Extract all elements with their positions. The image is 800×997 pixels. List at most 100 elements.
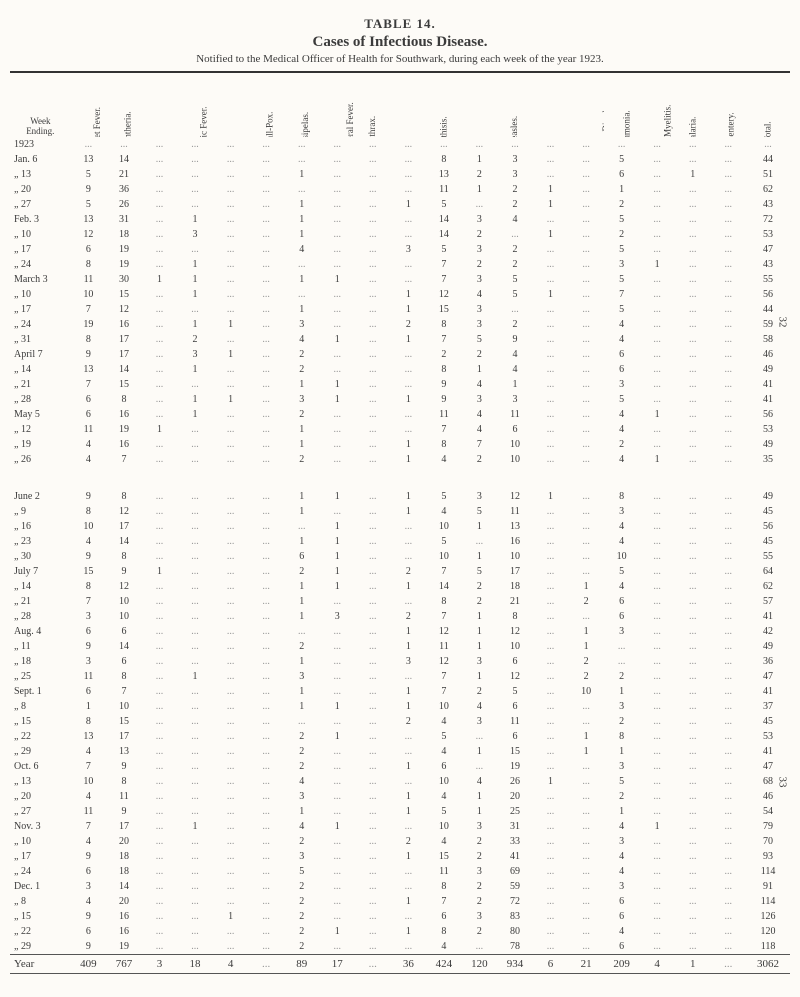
data-cell: ... (177, 909, 213, 924)
data-cell: 54 (746, 804, 790, 819)
col-header: Ophthalmia Neonatorum. (391, 77, 427, 137)
year-cell: 3062 (746, 955, 790, 974)
data-cell: ... (462, 534, 498, 549)
data-cell: ... (391, 152, 427, 167)
data-cell: 1 (462, 609, 498, 624)
table-row: „ 29413............2.........4115...11..… (10, 744, 790, 759)
data-cell: ... (177, 167, 213, 182)
year-cell: 6 (533, 955, 569, 974)
data-cell: 11 (426, 182, 462, 197)
data-cell: 1 (391, 332, 427, 347)
data-cell: ... (568, 152, 604, 167)
data-cell: ... (319, 422, 355, 437)
data-cell: 49 (746, 362, 790, 377)
data-cell: 18 (497, 579, 533, 594)
data-cell: ... (639, 302, 675, 317)
data-cell: ... (142, 317, 178, 332)
data-cell: ... (248, 729, 284, 744)
data-cell: ... (710, 137, 746, 152)
data-cell: ... (142, 407, 178, 422)
table-head: Week Ending. Scarlet Fever.Diphtheria.Me… (10, 77, 790, 137)
data-cell: 2 (284, 909, 320, 924)
data-cell: 53 (746, 729, 790, 744)
col-header: Polio-Myelitis. (639, 77, 675, 137)
data-cell: ... (675, 272, 711, 287)
data-cell: ... (639, 804, 675, 819)
data-cell: 1 (213, 909, 249, 924)
week-cell: Aug. 4 (10, 624, 71, 639)
data-cell: ... (533, 377, 569, 392)
data-cell: ... (355, 909, 391, 924)
data-cell: 1 (391, 639, 427, 654)
data-cell: 7 (426, 684, 462, 699)
data-cell: 5 (71, 197, 107, 212)
data-cell: ... (568, 819, 604, 834)
data-cell: 56 (746, 519, 790, 534)
data-cell: 15 (426, 302, 462, 317)
week-cell: „ 21 (10, 594, 71, 609)
data-cell: ... (568, 789, 604, 804)
data-cell: ... (675, 519, 711, 534)
data-cell: ... (391, 909, 427, 924)
data-cell: ... (248, 639, 284, 654)
data-cell: ... (391, 744, 427, 759)
data-cell: ... (533, 212, 569, 227)
lower-body: June 298............11...153121...8.....… (10, 489, 790, 955)
data-cell: ... (142, 534, 178, 549)
table-row: „ 2868...11...31...1933......5.........4… (10, 392, 790, 407)
data-cell: 1 (391, 287, 427, 302)
data-cell: 59 (497, 879, 533, 894)
data-cell: 11 (71, 669, 107, 684)
data-cell: ... (639, 287, 675, 302)
data-cell: ... (533, 789, 569, 804)
data-cell: ... (284, 624, 320, 639)
data-cell: 2 (604, 714, 640, 729)
year-cell: 36 (391, 955, 427, 974)
data-cell: ... (533, 362, 569, 377)
data-cell: ... (710, 729, 746, 744)
data-cell: ... (248, 789, 284, 804)
data-cell: 14 (106, 152, 142, 167)
data-cell: 1 (319, 579, 355, 594)
data-cell: ... (533, 452, 569, 467)
data-cell: 1 (177, 257, 213, 272)
data-cell: ... (355, 819, 391, 834)
data-cell: 3 (284, 669, 320, 684)
data-cell: 8 (497, 609, 533, 624)
data-cell: ... (675, 302, 711, 317)
col-header: Membranous Croup. (142, 77, 178, 137)
table-row: July 71591.........21...27517......5....… (10, 564, 790, 579)
data-cell: ... (284, 519, 320, 534)
data-cell: ... (675, 212, 711, 227)
data-cell: ... (319, 894, 355, 909)
data-cell: ... (533, 924, 569, 939)
table-row: Aug. 466.....................112112...13… (10, 624, 790, 639)
data-cell: ... (533, 302, 569, 317)
data-cell: ... (533, 849, 569, 864)
data-cell: 1 (284, 804, 320, 819)
data-cell: ... (142, 834, 178, 849)
data-cell: 1 (391, 849, 427, 864)
data-cell: 10 (604, 549, 640, 564)
data-cell: ... (639, 272, 675, 287)
data-cell: ... (177, 804, 213, 819)
data-cell: 2 (568, 594, 604, 609)
data-cell: ... (355, 549, 391, 564)
data-cell: 2 (462, 594, 498, 609)
data-cell: 4 (497, 212, 533, 227)
data-cell: ... (355, 489, 391, 504)
data-cell: ... (319, 182, 355, 197)
data-cell: ... (142, 669, 178, 684)
data-cell: ... (248, 437, 284, 452)
data-cell: ... (533, 804, 569, 819)
data-cell: ... (710, 257, 746, 272)
data-cell: 4 (71, 789, 107, 804)
data-cell: ... (710, 272, 746, 287)
data-cell: ... (213, 789, 249, 804)
data-cell: 62 (746, 182, 790, 197)
data-cell: ... (319, 167, 355, 182)
data-cell: 3 (462, 392, 498, 407)
data-cell: 7 (71, 819, 107, 834)
data-cell: 15 (426, 849, 462, 864)
data-cell: ... (248, 714, 284, 729)
